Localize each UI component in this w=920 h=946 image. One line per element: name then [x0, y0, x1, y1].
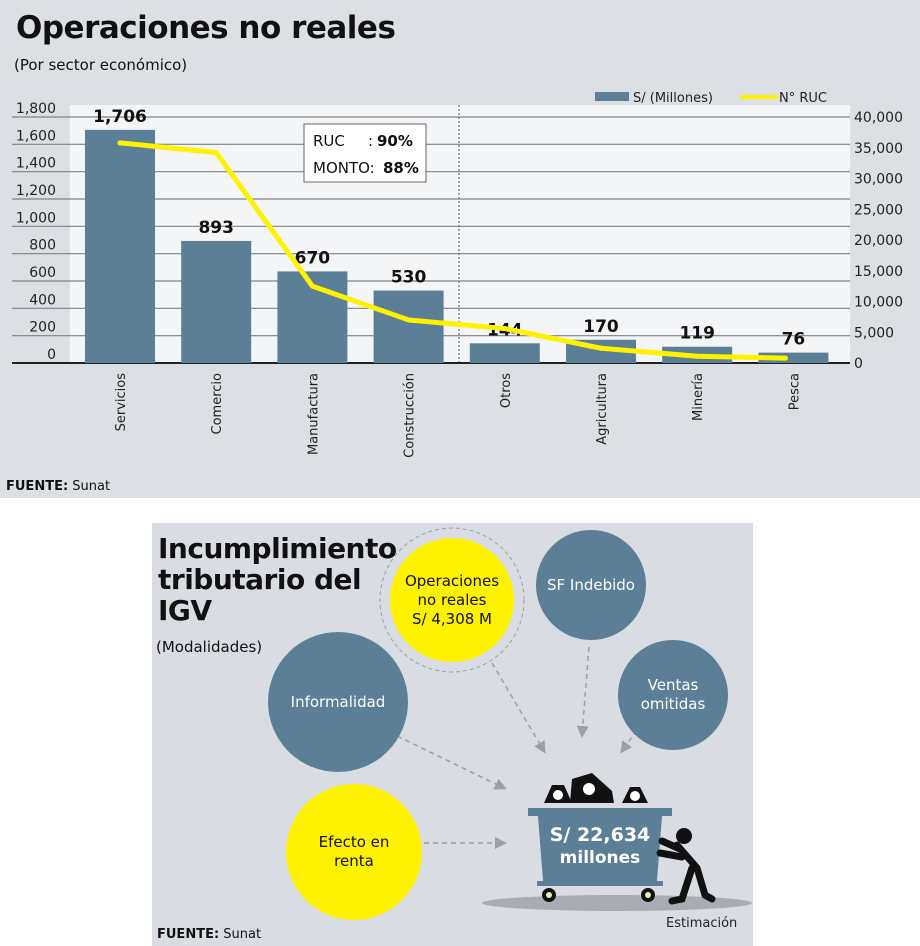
bar-value-label: 893	[198, 218, 234, 238]
bar	[469, 343, 540, 363]
source-value: Sunat	[223, 927, 262, 942]
chart-panel: 0 200 400 600 800 1,000 1,200 1,400 1,600 1,800 0 5…	[0, 0, 920, 498]
bar-value-label: 119	[679, 324, 715, 344]
left-tick-label: 800	[29, 238, 56, 254]
circle-efecto-en-renta: Efecto en renta	[286, 784, 422, 920]
left-tick-label: 400	[29, 292, 56, 308]
source-value: Sunat	[72, 479, 111, 494]
ruc-point	[694, 353, 700, 359]
ruc-point	[213, 150, 219, 156]
circle-value: S/ 4,308 M	[412, 609, 492, 628]
diagram-panel: Incumplimiento tributario del IGV (Modal…	[152, 523, 753, 946]
bar-value-label: 76	[782, 330, 806, 350]
ruc-point	[782, 355, 788, 361]
right-tick-label: 30,000	[854, 172, 903, 188]
right-tick-label: 35,000	[854, 141, 903, 157]
person-pushing-icon	[656, 828, 716, 905]
circle-label: Ventas	[647, 676, 699, 694]
left-tick-label: 1,200	[16, 183, 56, 199]
diagram-subtitle: (Modalidades)	[156, 638, 263, 656]
circle-informalidad: Informalidad	[268, 632, 408, 772]
bar	[758, 352, 829, 363]
left-tick-label: 1,400	[16, 156, 56, 172]
category-label: Otros	[499, 373, 514, 408]
bar-value-label: 530	[391, 268, 427, 288]
annotation-monto-value: 88%	[383, 159, 419, 177]
category-label: Construcción	[403, 373, 418, 458]
annotation-ruc-label: RUC	[313, 132, 345, 150]
total-unit: millones	[560, 848, 641, 868]
bar	[373, 290, 444, 363]
legend-bar-swatch	[595, 92, 629, 101]
legend-bar-label: S/ (Millones)	[633, 91, 713, 106]
right-tick-label: 0	[854, 356, 863, 372]
circle-label: no reales	[417, 590, 487, 609]
left-tick-label: 600	[29, 265, 56, 281]
circle-label: renta	[334, 852, 374, 870]
ruc-point	[598, 345, 604, 351]
circle-sf-indebido: SF Indebido	[536, 530, 646, 640]
category-label: Manufactura	[306, 373, 321, 455]
title-line: Incumplimiento	[158, 532, 397, 565]
legend-line-label: N° RUC	[779, 91, 827, 106]
chart-title: Operaciones no reales	[16, 10, 396, 46]
circle-label: Informalidad	[290, 692, 386, 711]
annotation-box	[303, 123, 427, 183]
ruc-point	[309, 283, 315, 289]
chart-subtitle: (Por sector económico)	[14, 56, 188, 74]
bar	[181, 240, 252, 363]
left-tick-label: 1,000	[16, 210, 56, 226]
source-label: FUENTE:	[157, 927, 220, 942]
bar	[85, 129, 155, 363]
circle-label: SF Indebido	[547, 575, 635, 594]
title-line: IGV	[158, 594, 212, 627]
right-tick-label: 20,000	[854, 233, 903, 249]
category-label: Comercio	[210, 373, 225, 435]
ruc-point	[502, 326, 508, 332]
left-tick-label: 1,800	[16, 101, 56, 117]
title-line: tributario del	[158, 563, 362, 596]
diagram-graphics: S/ 22,634 millones	[379, 527, 752, 911]
source-label: FUENTE:	[6, 479, 69, 494]
circle-label: Operaciones	[404, 571, 500, 590]
category-label: Agricultura	[595, 373, 610, 445]
total-amount: S/ 22,634	[550, 824, 651, 846]
right-tick-label: 10,000	[854, 295, 903, 311]
estimacion-label: Estimación	[666, 916, 738, 931]
category-label: Minería	[691, 373, 706, 421]
bar-value-label: 1,706	[93, 107, 147, 127]
left-tick-label: 0	[47, 347, 56, 363]
right-tick-label: 25,000	[854, 202, 903, 218]
bar-value-label: 670	[295, 248, 331, 268]
dashed-ring	[379, 527, 525, 673]
dumpster-icon	[528, 808, 672, 902]
annotation-monto-label: MONTO:	[313, 159, 375, 177]
category-label: Pesca	[787, 373, 802, 410]
right-tick-label: 5,000	[854, 325, 894, 341]
annotation-ruc-value: 90%	[377, 132, 413, 150]
bar-line-chart: 0 200 400 600 800 1,000 1,200 1,400 1,600 1,800 0 5…	[12, 91, 903, 458]
right-tick-label: 40,000	[854, 110, 903, 126]
arrows	[396, 646, 643, 849]
bar-value-label: 170	[583, 317, 619, 337]
ruc-line	[117, 140, 788, 361]
money-bags-icon	[544, 773, 648, 803]
source: FUENTE: Sunat	[6, 479, 110, 494]
circle-label: omitidas	[640, 695, 706, 713]
ruc-point	[406, 317, 412, 323]
left-tick-label: 1,600	[16, 128, 56, 144]
diagram-title: Incumplimiento tributario del IGV	[158, 533, 397, 626]
ruc-point	[117, 140, 123, 146]
circle-ventas-omitidas: Ventas omitidas	[618, 640, 728, 750]
category-label: Servicios	[114, 373, 129, 432]
source: FUENTE: Sunat	[157, 927, 261, 942]
right-tick-label: 15,000	[854, 264, 903, 280]
circle-operaciones-no-reales: Operaciones no reales S/ 4,308 M	[390, 538, 514, 662]
annotation-sep: :	[368, 132, 373, 150]
circle-label: Efecto en	[318, 833, 390, 851]
left-tick-label: 200	[29, 320, 56, 336]
